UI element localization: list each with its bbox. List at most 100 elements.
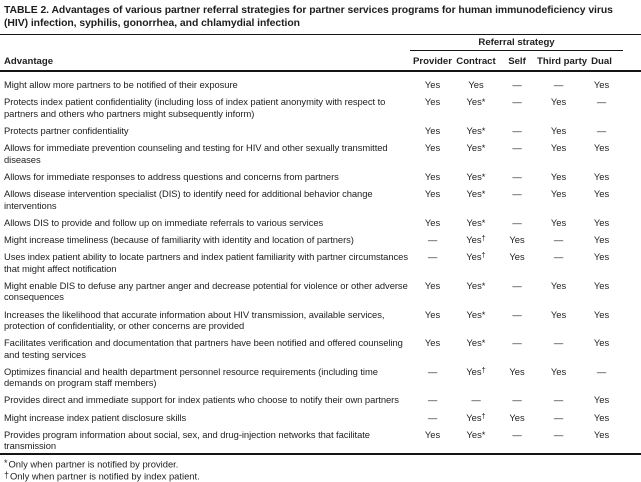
value-cell: — [553, 411, 564, 423]
value-cell: — [553, 337, 564, 349]
value-cell: — [512, 394, 522, 406]
value-cell: Yes [424, 170, 441, 182]
value-cell: — [512, 188, 522, 200]
table-row: Facilitates verification and documentati… [0, 333, 641, 362]
value-cell: Yes [550, 216, 567, 228]
table-row: Allows for immediate prevention counseli… [0, 138, 641, 167]
table-body: Might allow more partners to be notified… [0, 71, 641, 454]
value-cell: — [553, 429, 564, 441]
value-cell: Yes [593, 79, 610, 91]
column-header-contract: Contract [456, 56, 496, 68]
value-cell: — [512, 337, 522, 349]
table-row: Increases the likelihood that accurate i… [0, 304, 641, 333]
value-cell: Yes [593, 337, 610, 349]
value-cell: — [512, 125, 522, 137]
value-cell: Yes [424, 216, 441, 228]
table-row: Protects partner confidentiality Yes Yes* —… [0, 121, 641, 138]
value-cell: — [427, 234, 438, 246]
footnote-marker: † [4, 469, 10, 480]
value-cell: — [427, 411, 438, 423]
value-cell: Yes† [466, 250, 486, 263]
value-cell: — [553, 79, 564, 91]
column-header-dual: Dual [591, 56, 612, 68]
table-row: Allows DIS to provide and follow up on i… [0, 212, 641, 229]
value-cell: — [427, 251, 438, 263]
value-cell: Yes [424, 142, 441, 154]
value-cell: Yes* [466, 337, 486, 349]
table-row: Optimizes financial and health departmen… [0, 361, 641, 390]
value-cell: — [596, 365, 607, 377]
value-cell: Yes [550, 142, 567, 154]
column-header-row: Advantage Provider Contract Self Third p… [0, 51, 641, 72]
value-cell: Yes* [466, 216, 486, 228]
value-cell: — [553, 251, 564, 263]
value-cell: Yes [424, 188, 441, 200]
value-cell: Yes* [466, 280, 486, 292]
table-row: Might allow more partners to be notified… [0, 71, 641, 92]
value-cell: Yes [509, 234, 525, 246]
advantage-cell: Allows disease intervention specialist (… [4, 188, 373, 211]
value-cell: Yes [424, 125, 441, 137]
column-header-provider: Provider [413, 56, 452, 68]
value-cell: Yes [424, 79, 441, 91]
advantage-cell: Provides program information about socia… [4, 429, 370, 452]
advantage-cell: Might increase index patient disclosure … [4, 411, 187, 423]
value-cell: Yes* [466, 429, 486, 441]
referral-strategies-table: Referral strategy Advantage Provider Con… [0, 35, 641, 456]
value-cell: — [427, 394, 438, 406]
advantage-cell: Uses index patient ability to locate par… [4, 251, 408, 274]
footnotes: *Only when partner is notified by provid… [0, 455, 641, 482]
value-cell: — [512, 429, 522, 441]
value-cell: — [512, 96, 522, 108]
value-cell: Yes* [466, 308, 486, 320]
advantage-cell: Allows DIS to provide and follow up on i… [4, 216, 324, 228]
advantage-cell: Facilitates verification and documentati… [4, 337, 403, 360]
value-cell: Yes [593, 188, 610, 200]
value-cell: Yes [468, 79, 484, 91]
table-row: Allows for immediate responses to addres… [0, 166, 641, 183]
advantage-cell: Might increase timeliness (because of fa… [4, 234, 354, 246]
value-cell: — [512, 216, 522, 228]
table-row: Might increase timeliness (because of fa… [0, 230, 641, 247]
value-cell: Yes [550, 125, 567, 137]
referral-strategy-group-header: Referral strategy [410, 35, 624, 52]
table-header: Referral strategy Advantage Provider Con… [0, 35, 641, 72]
value-cell: Yes [424, 308, 441, 320]
value-cell: Yes† [466, 365, 486, 377]
value-cell: Yes [509, 365, 525, 377]
value-cell: Yes [593, 429, 610, 441]
value-cell: Yes [550, 280, 567, 292]
value-cell: — [471, 394, 481, 406]
value-cell: Yes [593, 394, 610, 406]
value-cell: — [596, 96, 607, 108]
footnote-asterisk: *Only when partner is notified by provid… [4, 458, 641, 470]
footnote-text: Only when partner is notified by index p… [10, 470, 200, 482]
value-cell: Yes [424, 96, 441, 108]
value-cell: Yes* [466, 125, 486, 137]
value-cell: Yes* [466, 170, 486, 182]
value-cell: Yes [550, 96, 567, 108]
table-row: Allows disease intervention specialist (… [0, 184, 641, 213]
advantage-cell: Might enable DIS to defuse any partner a… [4, 280, 408, 303]
value-cell: — [512, 79, 522, 91]
group-header-cell: Referral strategy [410, 35, 641, 52]
value-cell: Yes [509, 251, 525, 263]
table-row: Provides direct and immediate support fo… [0, 390, 641, 407]
value-cell: Yes [593, 308, 610, 320]
value-cell: — [512, 142, 522, 154]
value-cell: Yes [550, 188, 567, 200]
group-header-spacer [0, 35, 410, 51]
value-cell: — [512, 308, 522, 320]
value-cell: Yes [593, 170, 610, 182]
value-cell: — [553, 394, 564, 406]
value-cell: Yes [550, 308, 567, 320]
column-header-third-party: Third party [537, 56, 588, 68]
value-cell: Yes [593, 142, 610, 154]
value-cell: Yes* [466, 96, 486, 108]
value-cell: Yes [424, 337, 441, 349]
footnote-dagger: †Only when partner is notified by index … [4, 470, 641, 482]
footnote-marker: * [4, 457, 8, 468]
value-cell: Yes [424, 429, 441, 441]
value-cell: Yes [593, 280, 610, 292]
value-cell: — [553, 234, 564, 246]
